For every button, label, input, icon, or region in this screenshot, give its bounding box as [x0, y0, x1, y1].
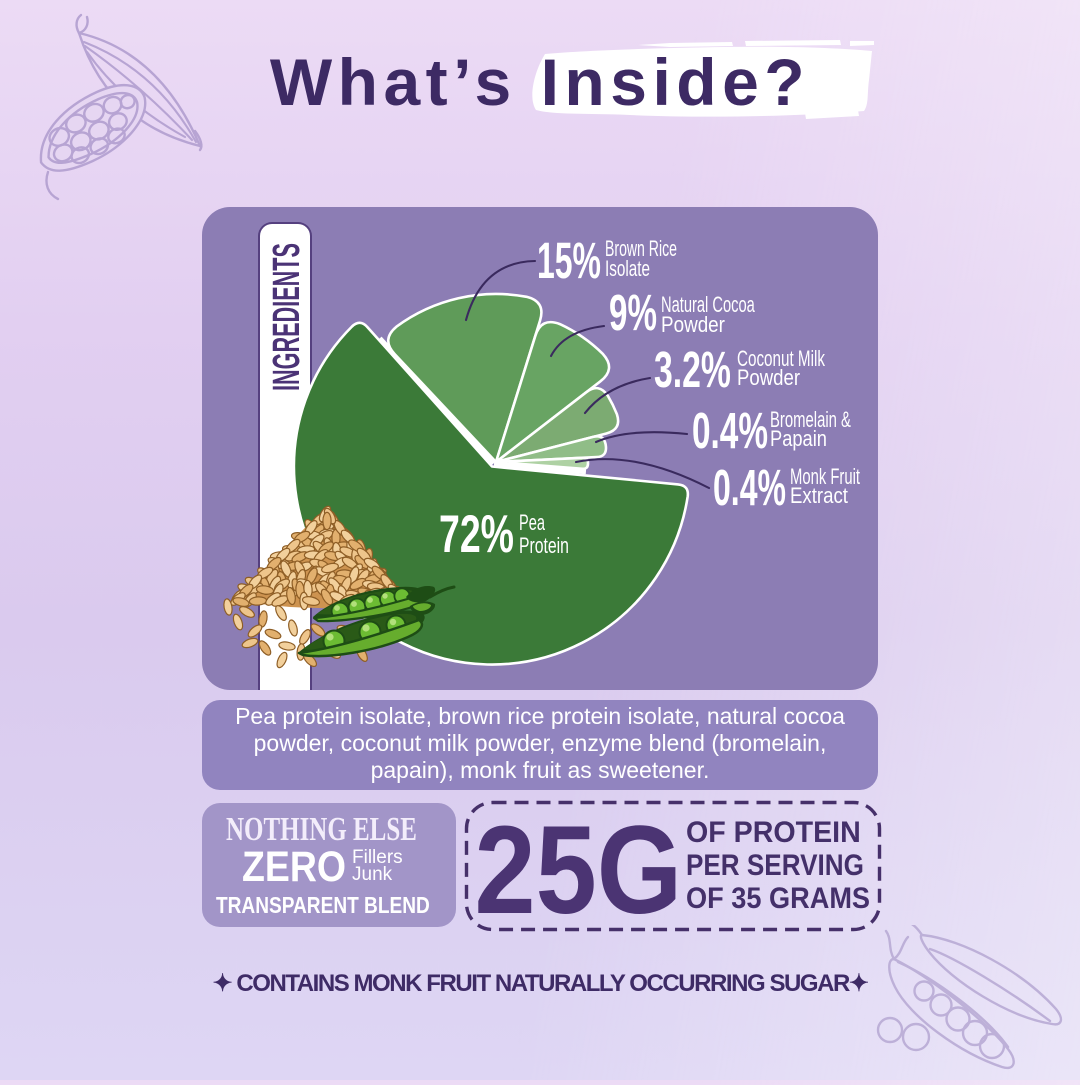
- svg-text:PER SERVING: PER SERVING: [686, 848, 864, 881]
- svg-text:25G: 25G: [475, 799, 683, 936]
- svg-text:ZERO: ZERO: [242, 842, 346, 891]
- svg-text:Coconut Milk: Coconut Milk: [737, 347, 825, 371]
- svg-text:Pea: Pea: [519, 510, 545, 535]
- svg-text:Brown Rice: Brown Rice: [605, 236, 677, 261]
- svg-text:15%: 15%: [537, 232, 601, 290]
- svg-text:Papain: Papain: [770, 428, 827, 452]
- svg-text:Fillers: Fillers: [352, 847, 403, 868]
- svg-text:0.4%: 0.4%: [692, 403, 768, 460]
- svg-text:3.2%: 3.2%: [654, 342, 731, 399]
- svg-text:Junk: Junk: [352, 864, 393, 885]
- svg-text:Bromelain &: Bromelain &: [770, 407, 851, 432]
- svg-text:OF PROTEIN: OF PROTEIN: [686, 815, 861, 849]
- svg-text:72%: 72%: [439, 504, 514, 564]
- svg-text:Extract: Extract: [790, 485, 848, 509]
- svg-text:TRANSPARENT BLEND: TRANSPARENT BLEND: [216, 893, 430, 918]
- svg-text:Powder: Powder: [661, 313, 725, 338]
- svg-text:Isolate: Isolate: [605, 257, 650, 281]
- svg-text:Protein: Protein: [519, 535, 569, 559]
- svg-text:Powder: Powder: [737, 367, 800, 391]
- svg-text:9%: 9%: [609, 285, 657, 342]
- svg-text:NOTHING ELSE: NOTHING ELSE: [226, 810, 417, 848]
- svg-text:Monk Fruit: Monk Fruit: [790, 464, 861, 489]
- svg-text:Natural Cocoa: Natural Cocoa: [661, 292, 755, 317]
- svg-text:0.4%: 0.4%: [713, 459, 786, 516]
- svg-text:OF 35 GRAMS: OF 35 GRAMS: [686, 882, 870, 916]
- svg-text:INGREDIENTS: INGREDIENTS: [265, 243, 308, 391]
